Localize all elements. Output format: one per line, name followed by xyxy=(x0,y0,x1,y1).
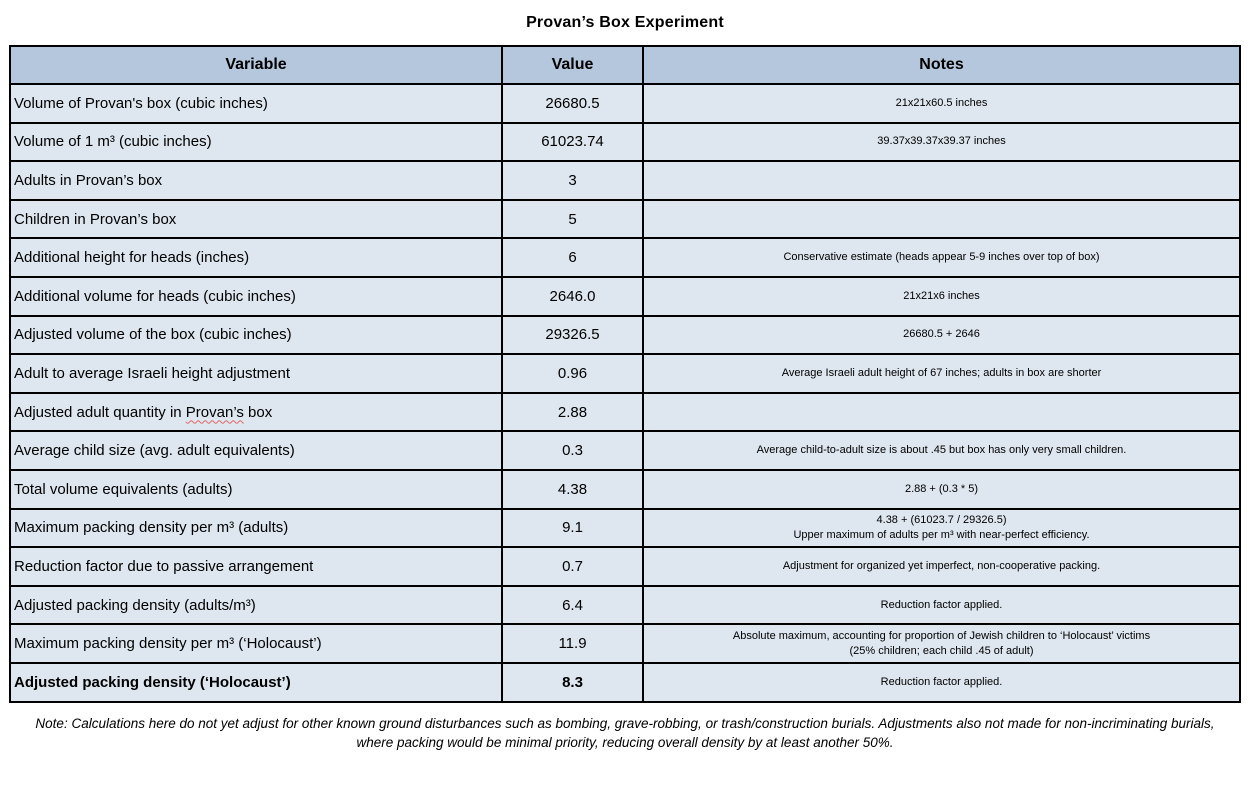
misspelled-word: Provan’s xyxy=(185,403,244,421)
variable-cell: Adjusted adult quantity in Provan’s box xyxy=(9,391,503,433)
table-row: Maximum packing density per m³ (‘Holocau… xyxy=(9,623,1241,664)
variable-cell: Adults in Provan’s box xyxy=(9,160,503,201)
column-header-variable: Variable xyxy=(9,45,503,85)
notes-cell xyxy=(642,160,1241,201)
notes-cell: Conservative estimate (heads appear 5-9 … xyxy=(642,237,1241,278)
table-row: Maximum packing density per m³ (adults) … xyxy=(9,507,1241,549)
table-row: Additional height for heads (inches) 6 C… xyxy=(9,237,1241,278)
notes-cell: 26680.5 + 2646 xyxy=(642,314,1241,356)
notes-cell: Average child-to-adult size is about .45… xyxy=(642,430,1241,471)
variable-cell: Average child size (avg. adult equivalen… xyxy=(9,430,503,471)
table-row-total: Adjusted packing density (‘Holocaust’) 8… xyxy=(9,661,1241,703)
table-row: Adjusted adult quantity in Provan’s box … xyxy=(9,391,1241,433)
variable-cell: Adjusted packing density (adults/m³) xyxy=(9,584,503,626)
value-cell: 0.7 xyxy=(501,546,644,587)
table-row: Adult to average Israeli height adjustme… xyxy=(9,353,1241,394)
variable-cell: Volume of Provan's box (cubic inches) xyxy=(9,83,503,124)
notes-cell: Average Israeli adult height of 67 inche… xyxy=(642,353,1241,394)
footnote: Note: Calculations here do not yet adjus… xyxy=(35,715,1215,751)
page-title: Provan’s Box Experiment xyxy=(526,14,724,31)
variable-cell: Additional volume for heads (cubic inche… xyxy=(9,275,503,317)
table-header-row: Variable Value Notes xyxy=(9,45,1241,85)
value-cell: 8.3 xyxy=(501,661,644,703)
value-cell: 2646.0 xyxy=(501,275,644,317)
notes-cell xyxy=(642,391,1241,433)
variable-cell: Adjusted packing density (‘Holocaust’) xyxy=(9,661,503,703)
table-row: Average child size (avg. adult equivalen… xyxy=(9,430,1241,471)
value-cell: 6 xyxy=(501,237,644,278)
variable-cell: Total volume equivalents (adults) xyxy=(9,468,503,510)
variable-cell: Adjusted volume of the box (cubic inches… xyxy=(9,314,503,356)
table-row: Volume of 1 m³ (cubic inches) 61023.74 3… xyxy=(9,121,1241,163)
column-header-value: Value xyxy=(501,45,644,85)
value-cell: 3 xyxy=(501,160,644,201)
notes-cell: 4.38 + (61023.7 / 29326.5) Upper maximum… xyxy=(642,507,1241,549)
table-row: Total volume equivalents (adults) 4.38 2… xyxy=(9,468,1241,510)
table-row: Adjusted packing density (adults/m³) 6.4… xyxy=(9,584,1241,626)
value-cell: 6.4 xyxy=(501,584,644,626)
notes-cell: Reduction factor applied. xyxy=(642,661,1241,703)
value-cell: 0.3 xyxy=(501,430,644,471)
value-cell: 26680.5 xyxy=(501,83,644,124)
notes-cell: 2.88 + (0.3 * 5) xyxy=(642,468,1241,510)
table-row: Volume of Provan's box (cubic inches) 26… xyxy=(9,83,1241,124)
table-row: Adjusted volume of the box (cubic inches… xyxy=(9,314,1241,356)
value-cell: 29326.5 xyxy=(501,314,644,356)
value-cell: 11.9 xyxy=(501,623,644,664)
value-cell: 2.88 xyxy=(501,391,644,433)
table-row: Adults in Provan’s box 3 xyxy=(9,160,1241,201)
notes-cell xyxy=(642,198,1241,240)
notes-cell: 39.37x39.37x39.37 inches xyxy=(642,121,1241,163)
notes-cell: 21x21x6 inches xyxy=(642,275,1241,317)
value-cell: 0.96 xyxy=(501,353,644,394)
variable-text-pre: Adjusted adult quantity in xyxy=(14,403,186,421)
experiment-table: Variable Value Notes Volume of Provan's … xyxy=(9,45,1241,703)
value-cell: 4.38 xyxy=(501,468,644,510)
table-row: Additional volume for heads (cubic inche… xyxy=(9,275,1241,317)
variable-cell: Maximum packing density per m³ (‘Holocau… xyxy=(9,623,503,664)
variable-text-post: box xyxy=(243,403,273,421)
table-row: Children in Provan’s box 5 xyxy=(9,198,1241,240)
notes-cell: Absolute maximum, accounting for proport… xyxy=(642,623,1241,664)
value-cell: 5 xyxy=(501,198,644,240)
variable-cell: Volume of 1 m³ (cubic inches) xyxy=(9,121,503,163)
variable-cell: Reduction factor due to passive arrangem… xyxy=(9,546,503,587)
variable-cell: Children in Provan’s box xyxy=(9,198,503,240)
variable-cell: Additional height for heads (inches) xyxy=(9,237,503,278)
variable-cell: Adult to average Israeli height adjustme… xyxy=(9,353,503,394)
notes-cell: Reduction factor applied. xyxy=(642,584,1241,626)
value-cell: 61023.74 xyxy=(501,121,644,163)
table-row: Reduction factor due to passive arrangem… xyxy=(9,546,1241,587)
variable-cell: Maximum packing density per m³ (adults) xyxy=(9,507,503,549)
notes-cell: Adjustment for organized yet imperfect, … xyxy=(642,546,1241,587)
value-cell: 9.1 xyxy=(501,507,644,549)
notes-cell: 21x21x60.5 inches xyxy=(642,83,1241,124)
column-header-notes: Notes xyxy=(642,45,1241,85)
